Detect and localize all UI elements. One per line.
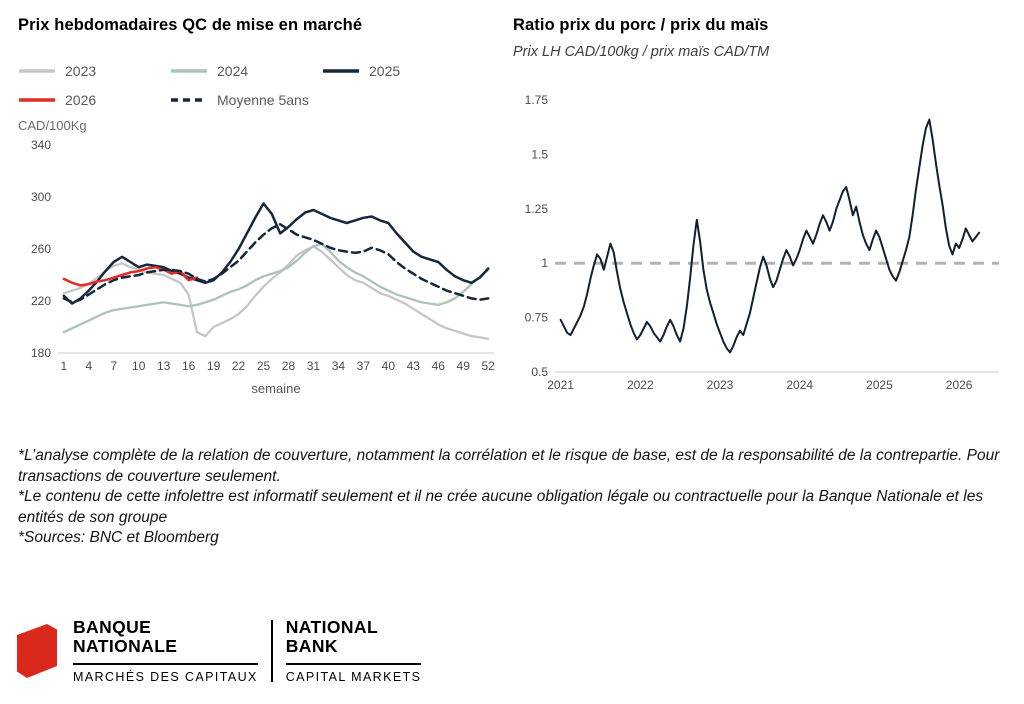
legend-label: 2023 bbox=[65, 63, 97, 79]
national-bank-flag-icon bbox=[17, 623, 57, 678]
svg-text:2023: 2023 bbox=[707, 378, 734, 392]
svg-text:1.5: 1.5 bbox=[531, 147, 548, 161]
svg-text:7: 7 bbox=[110, 359, 117, 373]
svg-text:46: 46 bbox=[432, 359, 446, 373]
logo-divider bbox=[270, 619, 273, 682]
logo-english-block: NATIONAL BANK CAPITAL MARKETS bbox=[285, 617, 422, 684]
logo-en-subtitle: CAPITAL MARKETS bbox=[285, 669, 422, 684]
weekly-price-chart-section: Prix hebdomadaires QC de mise en marché … bbox=[18, 16, 500, 397]
svg-text:19: 19 bbox=[207, 359, 221, 373]
legend-line-swatch-icon bbox=[171, 98, 207, 102]
right-chart-title: Ratio prix du porc / prix du maïs bbox=[513, 16, 769, 34]
svg-text:260: 260 bbox=[31, 242, 51, 256]
legend-line-swatch-icon bbox=[19, 69, 55, 73]
svg-text:43: 43 bbox=[407, 359, 421, 373]
svg-text:28: 28 bbox=[282, 359, 296, 373]
svg-text:0.5: 0.5 bbox=[531, 365, 548, 379]
logo-fr-subtitle: MARCHÉS DES CAPITAUX bbox=[73, 669, 258, 684]
footnote-legal-disclaimer: *Le contenu de cette infolettre est info… bbox=[18, 488, 984, 526]
legend-item-2023: 2023 bbox=[18, 63, 170, 79]
svg-text:37: 37 bbox=[357, 359, 371, 373]
left-chart-title: Prix hebdomadaires QC de mise en marché bbox=[18, 16, 363, 34]
svg-text:10: 10 bbox=[132, 359, 146, 373]
svg-text:13: 13 bbox=[157, 359, 171, 373]
right-chart-plot: 0.5 0.75 1 1.25 1.5 1.75 2021 2022 2023 2024 2025 2… bbox=[525, 93, 999, 392]
legend-line-swatch-icon bbox=[171, 69, 207, 73]
left-chart-plot: 180 220 260 300 340 1 4 7 10 13 16 19 22 25 28 31 34 37 40… bbox=[31, 138, 495, 396]
svg-text:semaine: semaine bbox=[251, 381, 300, 396]
svg-text:2026: 2026 bbox=[946, 378, 973, 392]
svg-text:49: 49 bbox=[457, 359, 471, 373]
legend-line-swatch-icon bbox=[19, 98, 55, 102]
logo-en-name-line2: BANK bbox=[285, 636, 338, 657]
svg-text:1: 1 bbox=[541, 256, 548, 270]
legend-line-swatch-icon bbox=[323, 69, 359, 73]
svg-text:22: 22 bbox=[232, 359, 246, 373]
footnote-hedging-disclaimer: *L’analyse complète de la relation de co… bbox=[18, 447, 1000, 485]
left-chart-legend: 2023 2024 2025 2026 Moyenne 5ans bbox=[18, 63, 500, 108]
legend-label: Moyenne 5ans bbox=[217, 92, 309, 108]
logo-fr-name-line2: NATIONALE bbox=[73, 636, 178, 657]
right-chart-subtitle: Prix LH CAD/100kg / prix maïs CAD/TM bbox=[513, 44, 770, 60]
legend-label: 2025 bbox=[369, 63, 401, 79]
svg-text:180: 180 bbox=[31, 346, 51, 360]
svg-text:220: 220 bbox=[31, 294, 51, 308]
left-chart-unit-label: CAD/100Kg bbox=[18, 118, 87, 133]
logo-en-name-line1: NATIONAL bbox=[285, 617, 379, 637]
svg-text:1.25: 1.25 bbox=[525, 202, 549, 216]
svg-text:16: 16 bbox=[182, 359, 196, 373]
logo-en-rule bbox=[285, 662, 422, 665]
svg-text:0.75: 0.75 bbox=[525, 311, 549, 325]
legend-item-moyenne-5ans: Moyenne 5ans bbox=[170, 92, 322, 108]
legend-item-2024: 2024 bbox=[170, 63, 322, 79]
legend-label: 2024 bbox=[217, 63, 249, 79]
svg-text:2025: 2025 bbox=[866, 378, 893, 392]
svg-text:31: 31 bbox=[307, 359, 321, 373]
logo-fr-name-line1: BANQUE bbox=[73, 617, 152, 637]
footnotes: *L’analyse complète de la relation de co… bbox=[18, 446, 1010, 549]
svg-text:1.75: 1.75 bbox=[525, 93, 549, 107]
svg-text:2024: 2024 bbox=[786, 378, 813, 392]
svg-text:2022: 2022 bbox=[627, 378, 654, 392]
svg-text:4: 4 bbox=[85, 359, 92, 373]
svg-text:300: 300 bbox=[31, 190, 51, 204]
footnote-sources: *Sources: BNC et Bloomberg bbox=[18, 529, 219, 547]
legend-item-2026: 2026 bbox=[18, 92, 170, 108]
logo-fr-rule bbox=[73, 662, 258, 665]
svg-text:25: 25 bbox=[257, 359, 271, 373]
svg-text:34: 34 bbox=[332, 359, 346, 373]
svg-text:340: 340 bbox=[31, 138, 51, 152]
svg-text:40: 40 bbox=[382, 359, 396, 373]
svg-text:2021: 2021 bbox=[547, 378, 574, 392]
ratio-chart-section: Ratio prix du porc / prix du maïs Prix L… bbox=[513, 16, 1011, 412]
svg-text:1: 1 bbox=[60, 359, 67, 373]
legend-label: 2026 bbox=[65, 92, 97, 108]
legend-item-2025: 2025 bbox=[322, 63, 474, 79]
svg-text:52: 52 bbox=[481, 359, 495, 373]
logo-french-block: BANQUE NATIONALE MARCHÉS DES CAPITAUX bbox=[73, 617, 258, 684]
national-bank-logo: BANQUE NATIONALE MARCHÉS DES CAPITAUX NA… bbox=[14, 617, 422, 684]
